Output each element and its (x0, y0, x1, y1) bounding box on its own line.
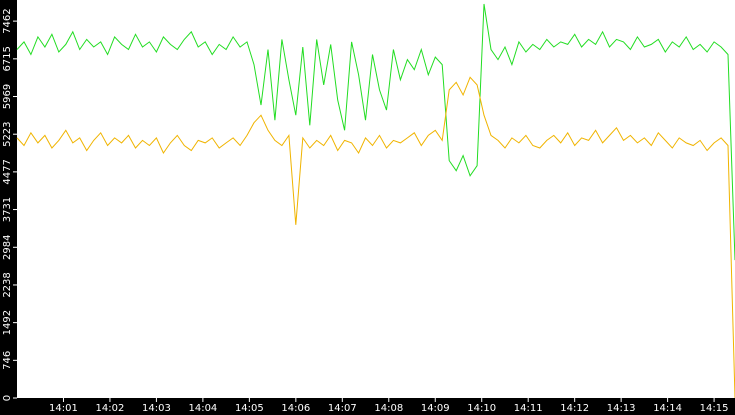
x-tick-label: 14:01 (49, 403, 78, 414)
y-tick-label: 6715 (2, 46, 13, 71)
x-tick-label: 14:14 (653, 403, 682, 414)
x-axis-strip (0, 398, 735, 415)
x-tick-label: 14:02 (96, 403, 125, 414)
y-tick-label: 1492 (2, 310, 13, 335)
y-axis-strip (0, 0, 17, 415)
y-tick-label: 3731 (2, 197, 13, 222)
x-tick-label: 14:06 (281, 403, 310, 414)
y-tick-label: 2984 (2, 235, 13, 260)
x-tick-label: 14:13 (607, 403, 636, 414)
series-line (16, 3, 735, 261)
x-tick-label: 14:15 (700, 403, 729, 414)
x-tick-label: 14:05 (235, 403, 264, 414)
x-tick-label: 14:09 (421, 403, 450, 414)
y-tick-label: 7462 (2, 8, 13, 33)
x-tick-label: 14:11 (514, 403, 543, 414)
y-tick-label: 2238 (2, 272, 13, 297)
y-tick-label: 4477 (2, 159, 13, 184)
series-line (16, 76, 735, 399)
x-tick-label: 14:03 (142, 403, 171, 414)
x-tick-label: 14:08 (374, 403, 403, 414)
y-tick-label: 746 (2, 351, 13, 370)
x-tick-label: 14:12 (560, 403, 589, 414)
y-tick-label: 5969 (2, 84, 13, 109)
y-tick-label: 5223 (2, 121, 13, 146)
y-tick-label: 0 (2, 395, 13, 401)
x-tick-label: 14:10 (467, 403, 496, 414)
x-tick-label: 14:07 (328, 403, 357, 414)
x-tick-label: 14:04 (188, 403, 217, 414)
